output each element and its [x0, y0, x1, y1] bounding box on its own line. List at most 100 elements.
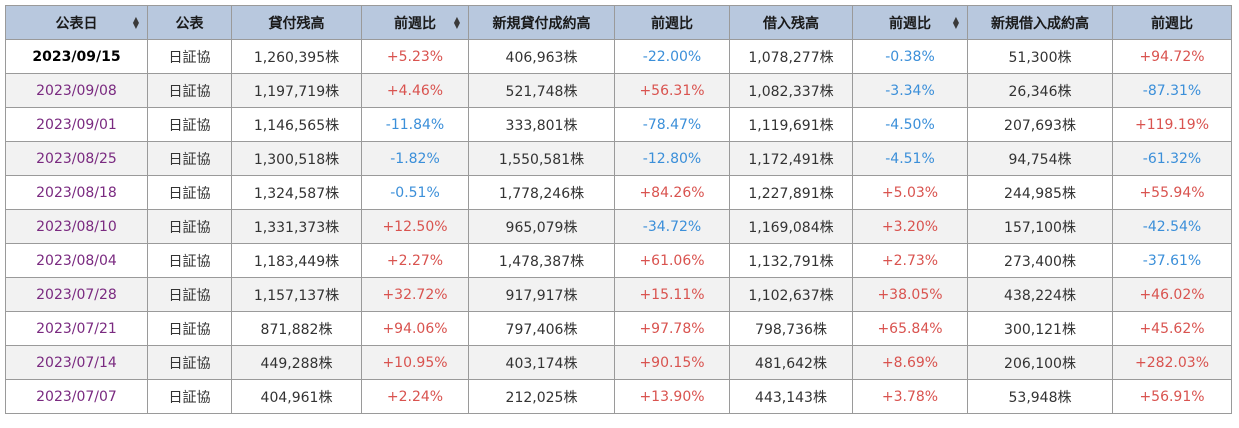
header-label: 借入残高	[763, 15, 819, 32]
new-borrow-cell: 207,693株	[967, 107, 1113, 142]
loan-balance-cell: 1,300,518株	[231, 141, 362, 176]
new-borrow-cell: 53,948株	[967, 379, 1113, 414]
source-cell: 日証協	[147, 107, 232, 142]
loan-balance-cell: 404,961株	[231, 379, 362, 414]
header-source: 公表	[147, 5, 232, 40]
header-label: 貸付残高	[268, 15, 325, 32]
borrow-balance-cell: 443,143株	[729, 379, 853, 414]
new-loan-cell: 1,778,246株	[468, 175, 615, 210]
header-label: 前週比	[1151, 15, 1193, 32]
source-cell: 日証協	[147, 345, 232, 380]
publish-date-cell[interactable]: 2023/07/07	[5, 379, 148, 414]
header-publish-date[interactable]: 公表日 ▲ ▼	[5, 5, 148, 40]
header-loan-change[interactable]: 前週比 ▲ ▼	[361, 5, 469, 40]
loan-change-cell: +5.23%	[361, 39, 469, 74]
borrow-balance-cell: 1,078,277株	[729, 39, 853, 74]
new-loan-cell: 965,079株	[468, 209, 615, 244]
new-borrow-cell: 438,224株	[967, 277, 1113, 312]
loan-balance-cell: 449,288株	[231, 345, 362, 380]
borrow-change-cell: +8.69%	[852, 345, 968, 380]
publish-date-cell[interactable]: 2023/07/14	[5, 345, 148, 380]
publish-date-cell[interactable]: 2023/08/18	[5, 175, 148, 210]
borrow-change-cell: +2.73%	[852, 243, 968, 278]
header-new-borrow: 新規借入成約高	[967, 5, 1113, 40]
publish-date-cell[interactable]: 2023/07/21	[5, 311, 148, 346]
borrow-change-cell: +65.84%	[852, 311, 968, 346]
publish-date-cell[interactable]: 2023/09/08	[5, 73, 148, 108]
borrow-change-cell: -4.51%	[852, 141, 968, 176]
new-borrow-cell: 51,300株	[967, 39, 1113, 74]
header-label: 前週比	[651, 15, 693, 32]
header-new-loan: 新規貸付成約高	[468, 5, 615, 40]
table-row: 2023/07/28 日証協 1,157,137株 +32.72% 917,917株 +1…	[5, 277, 1232, 312]
header-loan-balance: 貸付残高	[231, 5, 362, 40]
publish-date-cell[interactable]: 2023/07/28	[5, 277, 148, 312]
new-borrow-change-cell: +46.02%	[1112, 277, 1232, 312]
loan-change-cell: +94.06%	[361, 311, 469, 346]
borrow-balance-cell: 1,227,891株	[729, 175, 853, 210]
new-borrow-change-cell: +45.62%	[1112, 311, 1232, 346]
source-cell: 日証協	[147, 39, 232, 74]
new-loan-cell: 1,550,581株	[468, 141, 615, 176]
new-borrow-cell: 157,100株	[967, 209, 1113, 244]
borrow-change-cell: +3.20%	[852, 209, 968, 244]
new-borrow-cell: 273,400株	[967, 243, 1113, 278]
new-loan-change-cell: +84.26%	[614, 175, 730, 210]
sort-arrows-icon[interactable]: ▲ ▼	[952, 14, 959, 30]
source-cell: 日証協	[147, 175, 232, 210]
source-cell: 日証協	[147, 277, 232, 312]
borrow-balance-cell: 1,119,691株	[729, 107, 853, 142]
publish-date-cell[interactable]: 2023/09/15	[5, 39, 148, 74]
borrow-change-cell: -4.50%	[852, 107, 968, 142]
header-label: 前週比	[394, 15, 436, 32]
new-borrow-change-cell: +282.03%	[1112, 345, 1232, 380]
new-loan-cell: 1,478,387株	[468, 243, 615, 278]
loan-balance-cell: 1,146,565株	[231, 107, 362, 142]
source-cell: 日証協	[147, 209, 232, 244]
loan-change-cell: +32.72%	[361, 277, 469, 312]
new-borrow-change-cell: -37.61%	[1112, 243, 1232, 278]
header-label: 公表日	[55, 15, 98, 32]
new-loan-change-cell: +61.06%	[614, 243, 730, 278]
borrow-balance-cell: 1,082,337株	[729, 73, 853, 108]
new-borrow-change-cell: -61.32%	[1112, 141, 1232, 176]
publish-date-cell[interactable]: 2023/08/25	[5, 141, 148, 176]
loan-balance-cell: 871,882株	[231, 311, 362, 346]
new-loan-change-cell: +56.31%	[614, 73, 730, 108]
new-loan-change-cell: -22.00%	[614, 39, 730, 74]
new-loan-cell: 521,748株	[468, 73, 615, 108]
source-cell: 日証協	[147, 73, 232, 108]
header-label: 前週比	[889, 15, 931, 32]
new-borrow-change-cell: +119.19%	[1112, 107, 1232, 142]
new-borrow-change-cell: +55.94%	[1112, 175, 1232, 210]
publish-date-cell[interactable]: 2023/09/01	[5, 107, 148, 142]
new-loan-cell: 333,801株	[468, 107, 615, 142]
borrow-change-cell: -0.38%	[852, 39, 968, 74]
table-row: 2023/07/14 日証協 449,288株 +10.95% 403,174株 +90.…	[5, 345, 1232, 380]
new-borrow-change-cell: -42.54%	[1112, 209, 1232, 244]
new-borrow-cell: 300,121株	[967, 311, 1113, 346]
borrow-balance-cell: 1,132,791株	[729, 243, 853, 278]
new-borrow-change-cell: -87.31%	[1112, 73, 1232, 108]
header-borrow-change[interactable]: 前週比 ▲ ▼	[852, 5, 968, 40]
new-loan-change-cell: +97.78%	[614, 311, 730, 346]
sort-arrows-icon[interactable]: ▲ ▼	[453, 14, 460, 30]
publish-date-cell[interactable]: 2023/08/04	[5, 243, 148, 278]
loan-change-cell: +10.95%	[361, 345, 469, 380]
loan-change-cell: -1.82%	[361, 141, 469, 176]
borrow-change-cell: +3.78%	[852, 379, 968, 414]
borrow-change-cell: +38.05%	[852, 277, 968, 312]
publish-date-cell[interactable]: 2023/08/10	[5, 209, 148, 244]
table-row: 2023/07/07 日証協 404,961株 +2.24% 212,025株 +13.9…	[5, 379, 1232, 414]
borrow-change-cell: +5.03%	[852, 175, 968, 210]
loan-balance-cell: 1,324,587株	[231, 175, 362, 210]
new-loan-change-cell: +90.15%	[614, 345, 730, 380]
sort-arrows-icon[interactable]: ▲ ▼	[132, 14, 139, 30]
table-row: 2023/08/04 日証協 1,183,449株 +2.27% 1,478,387株 +…	[5, 243, 1232, 278]
header-new-loan-change: 前週比	[614, 5, 730, 40]
loan-change-cell: -0.51%	[361, 175, 469, 210]
table-row: 2023/08/18 日証協 1,324,587株 -0.51% 1,778,246株 +…	[5, 175, 1232, 210]
loan-balance-cell: 1,183,449株	[231, 243, 362, 278]
borrow-change-cell: -3.34%	[852, 73, 968, 108]
borrow-balance-cell: 798,736株	[729, 311, 853, 346]
